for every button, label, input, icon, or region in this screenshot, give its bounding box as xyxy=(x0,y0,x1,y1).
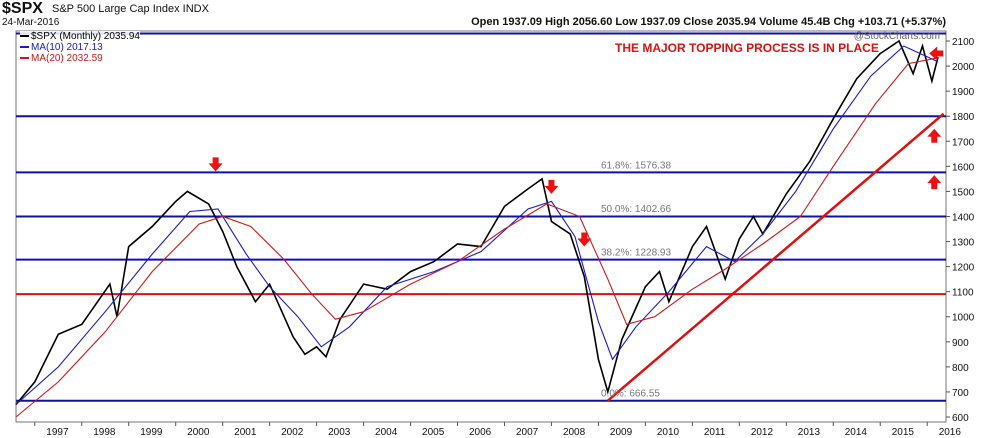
symbol-label: $SPX xyxy=(2,0,43,17)
legend-swatch xyxy=(20,46,29,49)
x-tick-label-5: 2002 xyxy=(281,427,304,438)
chart-header: $SPX S&P 500 Large Cap Index INDX 24-Mar… xyxy=(0,0,990,30)
x-tick-label-19: 2016 xyxy=(939,427,962,438)
y-tick-label-0: 600 xyxy=(952,413,969,424)
arrow-up-5 xyxy=(927,175,942,190)
x-tick-label-6: 2003 xyxy=(328,427,351,438)
y-tick-label-15: 2100 xyxy=(952,37,975,48)
y-tick-label-5: 1100 xyxy=(952,288,974,299)
y-tick-label-6: 1200 xyxy=(952,263,975,274)
fib-label-1: 50.0%: 1402.66 xyxy=(601,204,671,215)
x-tick-label-3: 2000 xyxy=(187,427,210,438)
legend-label: $SPX (Monthly) 2035.94 xyxy=(31,31,140,42)
fib-label-3: 0.0%: 666.55 xyxy=(601,388,660,399)
x-tick-label-4: 2001 xyxy=(234,427,257,438)
stockcharts-credit: @StockCharts.com xyxy=(853,31,940,42)
y-tick-label-7: 1300 xyxy=(952,238,975,249)
symbol-description: S&P 500 Large Cap Index INDX xyxy=(52,3,209,15)
y-tick-label-1: 700 xyxy=(952,388,969,399)
arrow-down-0 xyxy=(208,157,223,172)
x-tick-label-15: 2012 xyxy=(751,427,774,438)
y-tick-label-2: 800 xyxy=(952,363,969,374)
ohlc-readout: Open 1937.09 High 2056.60 Low 1937.09 Cl… xyxy=(471,16,946,28)
series-line-2 xyxy=(15,57,939,418)
arrow-down-2 xyxy=(577,232,592,247)
x-tick-label-11: 2008 xyxy=(563,427,586,438)
y-tick-label-4: 1000 xyxy=(952,313,975,324)
x-tick-label-17: 2014 xyxy=(845,427,868,438)
arrow-down-1 xyxy=(544,179,559,194)
y-tick-label-12: 1800 xyxy=(952,112,975,123)
x-tick-label-10: 2007 xyxy=(516,427,539,438)
y-tick-label-11: 1700 xyxy=(952,137,975,148)
x-tick-label-18: 2015 xyxy=(892,427,915,438)
x-tick-label-14: 2011 xyxy=(704,427,726,438)
fib-label-0: 61.8%: 1576.38 xyxy=(601,160,671,171)
legend: $SPX (Monthly) 2035.94 MA(10) 2017.13 MA(2… xyxy=(20,31,140,64)
chart-title: THE MAJOR TOPPING PROCESS IS IN PLACE xyxy=(615,41,879,55)
x-tick-label-12: 2009 xyxy=(610,427,633,438)
plot-frame xyxy=(15,30,947,423)
date-label: 24-Mar-2016 xyxy=(2,17,60,28)
x-tick-label-13: 2010 xyxy=(657,427,680,438)
x-tick-label-16: 2013 xyxy=(798,427,821,438)
series-line-1 xyxy=(15,45,939,405)
legend-entry-1: MA(10) 2017.13 xyxy=(20,42,140,53)
fib-label-2: 38.2%: 1228.93 xyxy=(601,247,671,258)
y-tick-label-9: 1500 xyxy=(952,187,975,198)
legend-label: MA(20) 2032.59 xyxy=(31,53,103,64)
x-tick-label-9: 2006 xyxy=(469,427,492,438)
arrow-left-3 xyxy=(929,46,944,61)
legend-swatch xyxy=(20,35,29,38)
y-tick-label-10: 1600 xyxy=(952,162,975,173)
y-tick-label-3: 900 xyxy=(952,338,969,349)
y-tick-label-8: 1400 xyxy=(952,212,975,223)
trendline xyxy=(607,112,945,402)
legend-swatch xyxy=(20,57,29,60)
series-line-0 xyxy=(15,39,939,406)
y-tick-label-14: 2000 xyxy=(952,62,975,73)
x-tick-label-1: 1998 xyxy=(93,427,116,438)
legend-label: MA(10) 2017.13 xyxy=(31,42,103,53)
x-tick-label-0: 1997 xyxy=(46,427,69,438)
legend-entry-2: MA(20) 2032.59 xyxy=(20,53,140,64)
y-tick-label-13: 1900 xyxy=(952,87,975,98)
x-tick-label-8: 2005 xyxy=(422,427,445,438)
x-tick-label-7: 2004 xyxy=(375,427,398,438)
arrow-up-4 xyxy=(927,128,942,143)
legend-entry-0: $SPX (Monthly) 2035.94 xyxy=(20,31,140,42)
x-tick-label-2: 1999 xyxy=(140,427,163,438)
